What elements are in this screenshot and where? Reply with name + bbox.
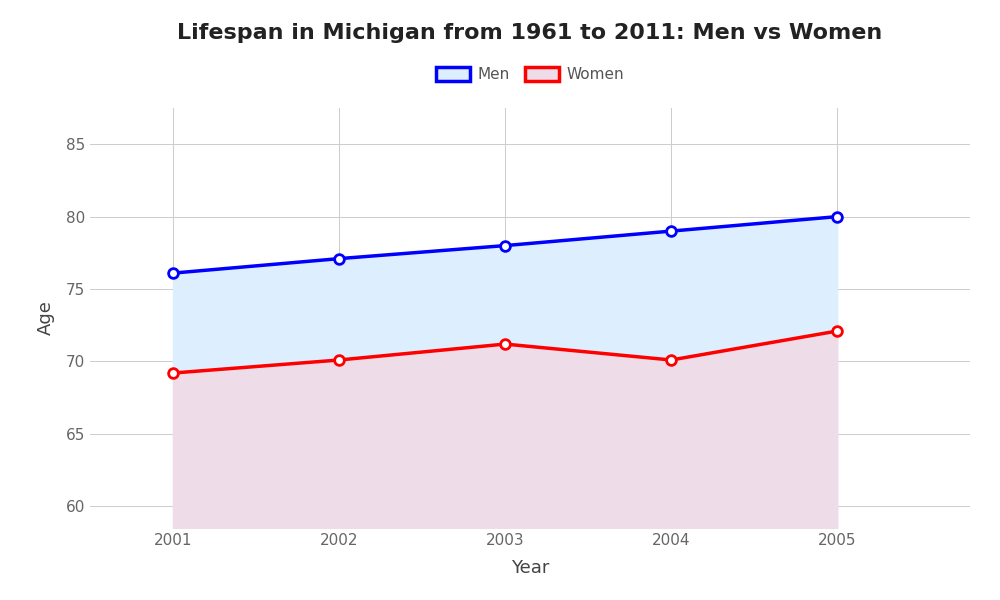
X-axis label: Year: Year [511, 559, 549, 577]
Y-axis label: Age: Age [37, 301, 55, 335]
Title: Lifespan in Michigan from 1961 to 2011: Men vs Women: Lifespan in Michigan from 1961 to 2011: … [177, 23, 883, 43]
Legend: Men, Women: Men, Women [430, 61, 630, 88]
